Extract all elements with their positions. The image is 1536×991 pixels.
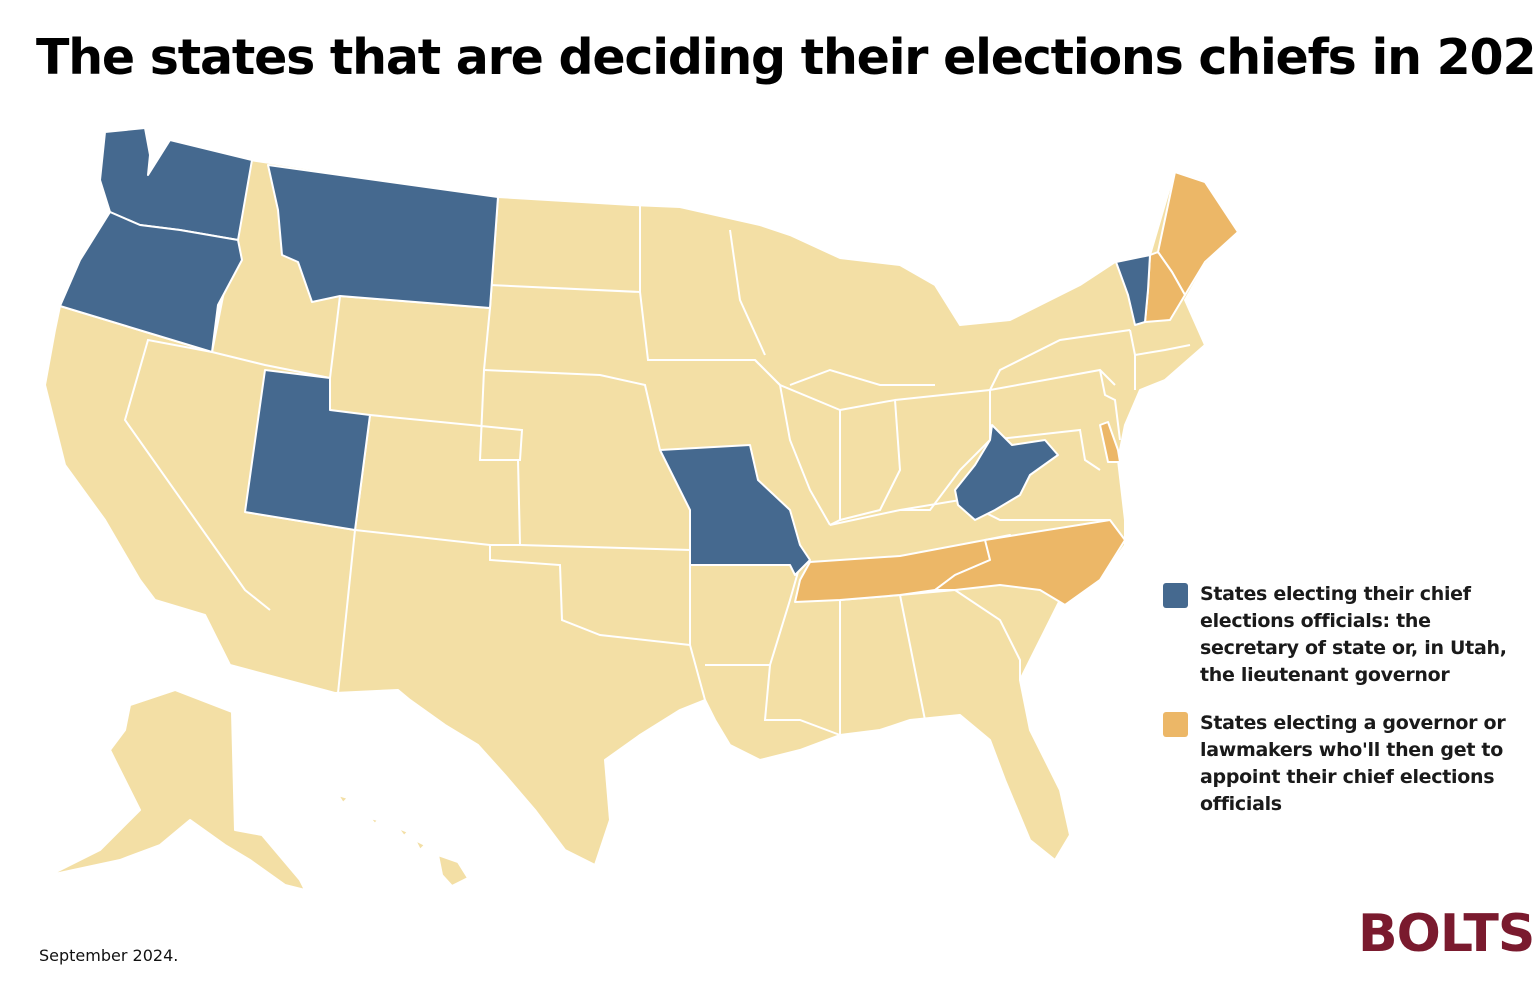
- legend-item-secretary-of-state: States electing their chief elections of…: [1163, 581, 1523, 689]
- us-base-shape: [44, 159, 1239, 866]
- alaska: [49, 689, 306, 891]
- hawaii: [337, 794, 469, 887]
- map-title: The states that are deciding their elect…: [36, 29, 1536, 86]
- delaware: [1099, 421, 1121, 463]
- washington: [99, 127, 253, 241]
- map-legend: States electing their chief elections of…: [1163, 581, 1523, 839]
- west-virginia: [954, 424, 1059, 521]
- north-carolina: [934, 519, 1126, 606]
- bolts-logo: BOLTS: [1358, 904, 1535, 964]
- legend-label: States electing a governor or lawmakers …: [1200, 712, 1506, 815]
- legend-swatch-blue: [1163, 583, 1188, 608]
- chief-elections-states: [59, 127, 1151, 576]
- montana: [267, 164, 499, 309]
- appointing-states: [794, 171, 1239, 606]
- other-states: [44, 159, 1239, 891]
- oregon: [59, 211, 243, 353]
- legend-label: States electing their chief elections of…: [1200, 583, 1507, 686]
- utah: [244, 369, 371, 531]
- missouri: [659, 444, 811, 576]
- vermont: [1115, 254, 1151, 326]
- legend-swatch-orange: [1163, 712, 1188, 737]
- legend-item-appointing: States electing a governor or lawmakers …: [1163, 710, 1523, 818]
- footnote-date: September 2024.: [39, 946, 179, 965]
